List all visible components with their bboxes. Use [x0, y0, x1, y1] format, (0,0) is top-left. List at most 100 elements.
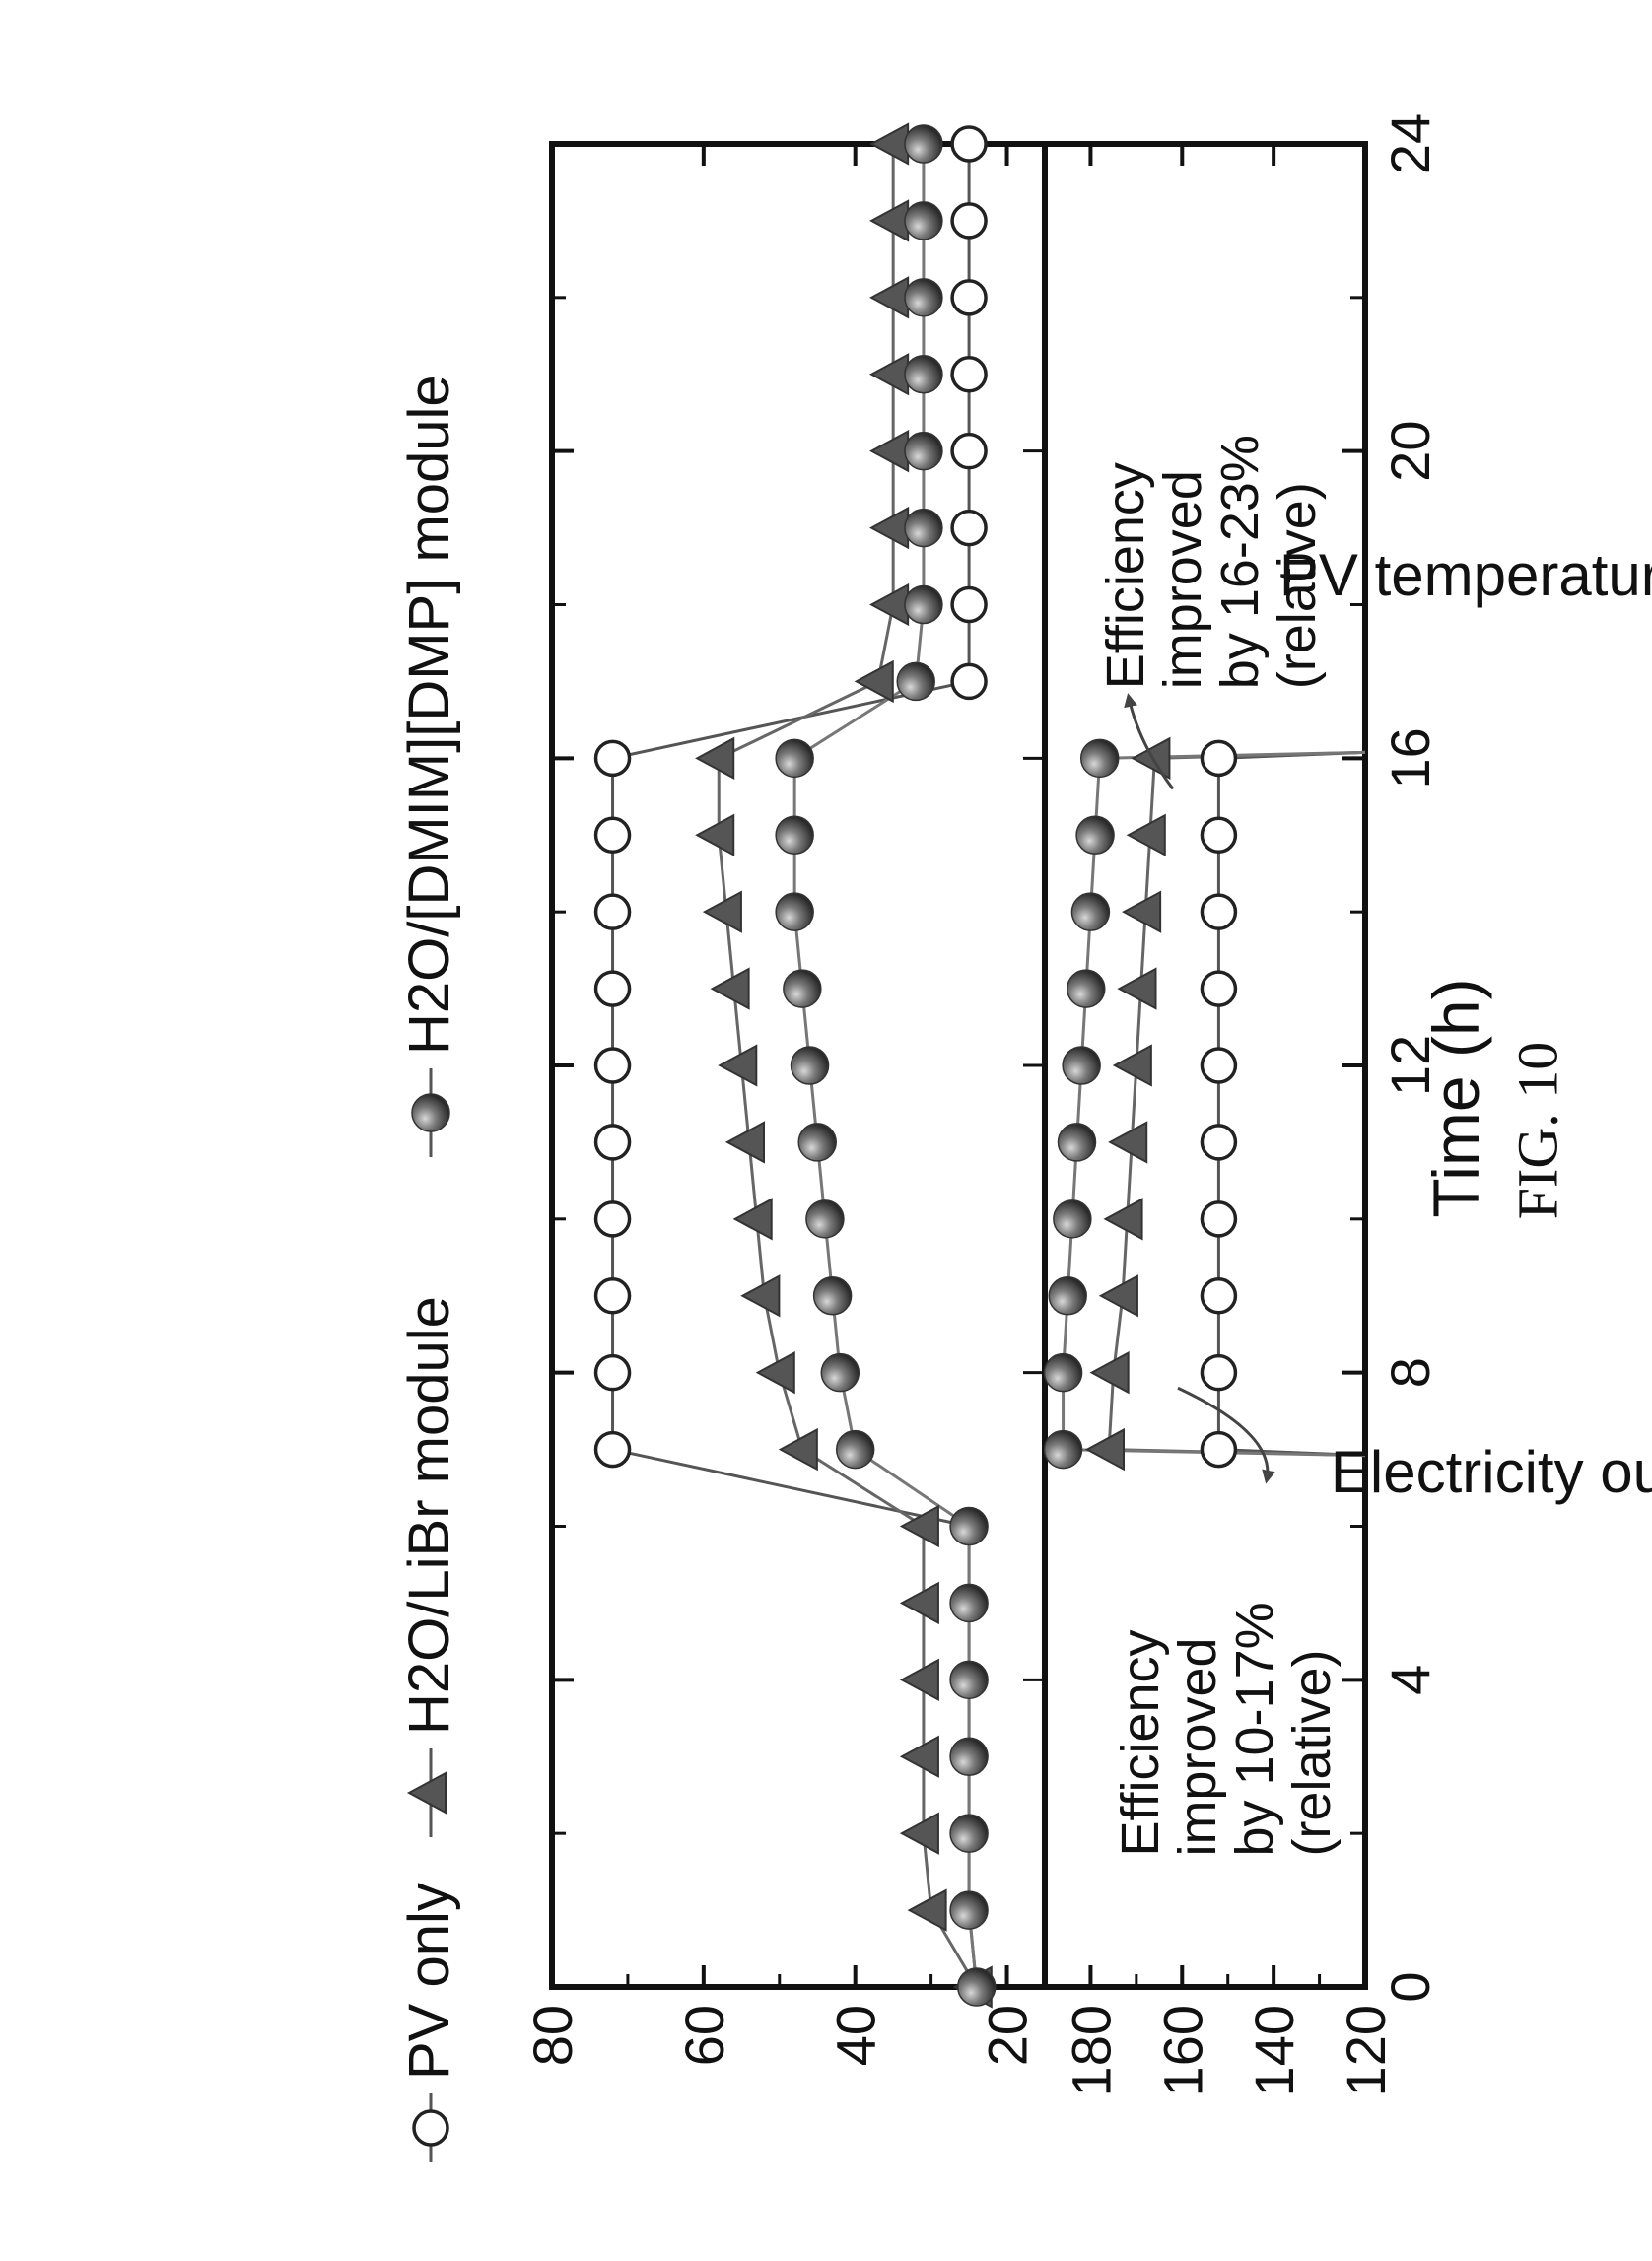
data-point [1200, 1124, 1238, 1161]
series-line [1062, 758, 1102, 1450]
data-point [950, 279, 988, 316]
data-point [1117, 967, 1157, 1010]
data-point [1048, 1276, 1087, 1316]
data-point [899, 1812, 939, 1855]
data-point [1079, 738, 1120, 779]
y-tick-label: 160 [1151, 2005, 1213, 2096]
data-point [593, 1277, 632, 1315]
data-point [593, 893, 632, 930]
data-point [854, 659, 894, 704]
data-point [1200, 1047, 1238, 1084]
data-point [593, 1200, 632, 1238]
figure-caption: FIG. 10 [1505, 1041, 1570, 1220]
data-point [899, 1735, 939, 1778]
data-point [1200, 816, 1238, 854]
data-point [904, 355, 943, 394]
y-tick-label: 20 [977, 2005, 1039, 2066]
data-point [950, 202, 988, 240]
data-point [1103, 1198, 1143, 1241]
data-point [896, 661, 935, 702]
data-point [950, 509, 988, 547]
data-point [869, 122, 910, 166]
legend-marker [406, 1771, 447, 1815]
annotation-text: by 10-17% [1225, 1602, 1284, 1856]
data-point [1200, 1200, 1238, 1238]
data-point [949, 1660, 989, 1700]
data-point [710, 967, 750, 1010]
data-point [899, 1504, 939, 1548]
data-point [950, 585, 988, 624]
data-point [812, 1276, 853, 1316]
data-point [899, 1658, 939, 1702]
annotation-text: (relative) [1268, 482, 1327, 689]
data-point [869, 353, 910, 396]
data-point [949, 1814, 989, 1853]
text-layer: Time (h) PV temperature (°C) Electricity… [1279, 542, 1652, 1505]
data-point [593, 970, 632, 1007]
data-point [950, 432, 988, 470]
x-tick-label: 24 [1379, 113, 1441, 174]
data-point [1200, 970, 1238, 1007]
data-point [593, 1124, 632, 1161]
annotation-text: (relative) [1282, 1649, 1342, 1856]
annotation-text: Efficiency [1111, 1629, 1170, 1856]
x-tick-label: 8 [1379, 1357, 1441, 1388]
series-line [717, 144, 979, 1988]
y-tick-label: 80 [521, 2005, 584, 2066]
data-point [907, 1888, 947, 1932]
data-point [950, 125, 988, 163]
data-point [904, 278, 943, 317]
data-point [950, 662, 988, 701]
data-point [1200, 1353, 1238, 1392]
data-point [593, 816, 632, 854]
data-point [797, 1123, 837, 1162]
data-point [904, 124, 943, 164]
x-tick-label: 12 [1379, 1035, 1441, 1096]
data-point [1112, 1044, 1152, 1087]
data-point [1200, 1430, 1238, 1469]
data-point [1043, 1352, 1083, 1393]
data-point [869, 276, 910, 319]
legend-label: PV only [397, 1883, 461, 2080]
data-point [869, 429, 910, 473]
data-point [1200, 893, 1238, 930]
data-point [1098, 1274, 1138, 1318]
annotation-text: improved [1168, 1637, 1227, 1856]
axes-layer: 0 4 8 12 16 20 24 20 40 60 80 120 140 160 180 [521, 113, 1441, 2097]
data-point [869, 199, 910, 242]
data-point [1062, 1046, 1101, 1085]
data-point [1108, 1121, 1148, 1164]
data-point [904, 508, 943, 548]
annotation-arrow [1177, 1386, 1275, 1484]
data-point [783, 969, 822, 1008]
legend-label: H2O/[DMIM][DMP] module [397, 375, 461, 1055]
data-point [778, 1427, 818, 1472]
data-point [904, 431, 943, 471]
data-point [1200, 739, 1238, 778]
data-point [593, 1047, 632, 1084]
data-point [869, 506, 910, 550]
data-point [695, 813, 735, 856]
data-point [820, 1352, 860, 1393]
data-point [775, 892, 814, 931]
y-tick-label: 120 [1335, 2005, 1397, 2096]
x-tick-label: 4 [1379, 1665, 1441, 1695]
y-tick-label: 40 [825, 2005, 887, 2066]
data-point [949, 1506, 989, 1546]
data-point [1057, 1123, 1097, 1162]
x-tick-label: 16 [1379, 727, 1441, 788]
data-point [740, 1274, 781, 1318]
data-point [1089, 1350, 1130, 1395]
data-point [755, 1350, 795, 1395]
legend-label: H2O/LiBr module [397, 1296, 461, 1735]
data-point [1043, 1429, 1083, 1470]
data-point [593, 1430, 632, 1469]
annotation-text: improved [1153, 470, 1212, 689]
data-point [593, 739, 632, 778]
x-axis-label: Time (h) [1419, 978, 1492, 1217]
